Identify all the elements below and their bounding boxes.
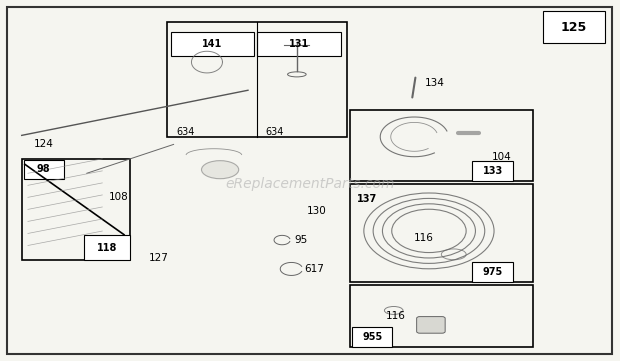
Text: 130: 130 (307, 206, 327, 216)
Bar (350, 285, 533, 347)
Ellipse shape (152, 137, 276, 217)
Ellipse shape (202, 161, 239, 179)
Bar (24, 160, 64, 179)
Bar (310, 65, 406, 180)
Text: 141: 141 (202, 39, 223, 49)
Bar (257, 32, 341, 56)
Text: 95: 95 (294, 235, 308, 245)
Text: 131: 131 (289, 39, 309, 49)
Bar (167, 22, 347, 137)
Text: 634: 634 (177, 127, 195, 137)
Text: 118: 118 (97, 243, 117, 253)
Text: 134: 134 (425, 78, 445, 88)
Text: 116: 116 (386, 311, 405, 321)
Text: 104: 104 (492, 152, 512, 162)
Bar (170, 32, 254, 56)
FancyBboxPatch shape (417, 317, 445, 333)
Bar (352, 327, 392, 347)
Bar (542, 11, 604, 43)
Text: 133: 133 (482, 166, 503, 176)
Bar (350, 184, 533, 282)
Text: 975: 975 (482, 267, 503, 277)
Text: 137: 137 (356, 193, 377, 204)
Text: 617: 617 (304, 264, 324, 274)
Text: 955: 955 (362, 332, 383, 342)
Text: 98: 98 (37, 164, 50, 174)
Ellipse shape (177, 188, 257, 224)
Bar (472, 161, 513, 180)
Bar (350, 110, 533, 180)
Text: 116: 116 (414, 233, 434, 243)
Text: 124: 124 (34, 139, 54, 149)
Text: 108: 108 (108, 192, 128, 202)
Text: eReplacementParts.com: eReplacementParts.com (225, 177, 395, 191)
Text: 634: 634 (265, 127, 284, 137)
Bar (84, 235, 130, 260)
Bar (22, 159, 130, 260)
Text: 127: 127 (149, 253, 169, 263)
Text: 125: 125 (560, 21, 587, 34)
Bar (472, 262, 513, 282)
